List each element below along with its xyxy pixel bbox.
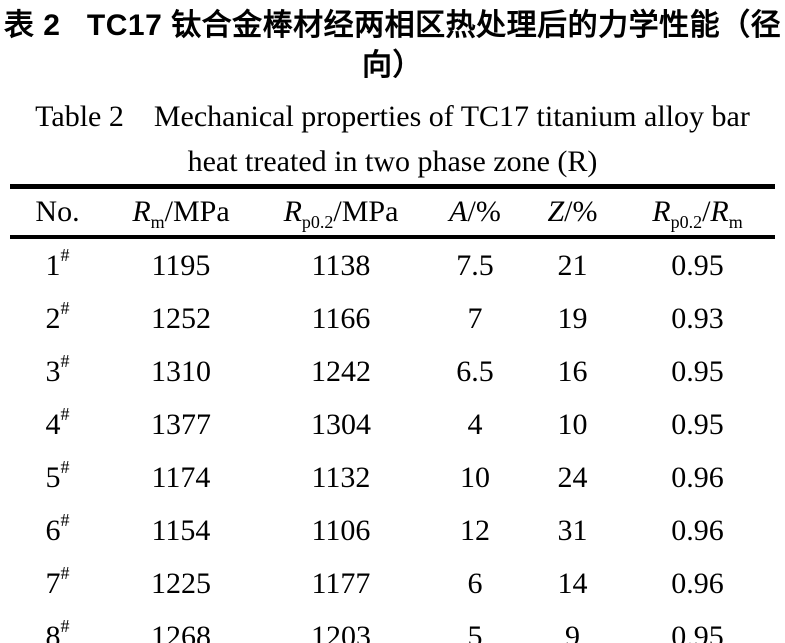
- cell-rm: 1268: [151, 619, 211, 643]
- hash-superscript: #: [60, 403, 70, 424]
- cell-rp02: 1304: [311, 407, 371, 441]
- col-header-rp02: Rp0.2/MPa: [257, 186, 425, 239]
- cell-rm: 1195: [151, 248, 211, 282]
- cell-a: 12: [460, 513, 490, 547]
- cell-z: 24: [557, 460, 588, 494]
- cell-sample-no: 6#: [45, 509, 70, 547]
- cell-z: 14: [557, 566, 588, 600]
- cell-ratio: 0.95: [671, 248, 724, 282]
- col-header-rm: Rm/MPa: [105, 186, 257, 239]
- table-row: 7# 1225 1177 6 14 0.96: [10, 557, 775, 610]
- cell-a: 7.5: [456, 248, 494, 282]
- table-caption-zh: 表 2 TC17 钛合金棒材经两相区热处理后的力学性能（径向）: [3, 9, 782, 82]
- cell-rp02: 1242: [311, 354, 371, 388]
- col-header-a: A/%: [425, 186, 525, 239]
- table-row: 3# 1310 1242 6.5 16 0.95: [10, 345, 775, 398]
- cell-ratio: 0.95: [671, 354, 724, 388]
- hash-superscript: #: [60, 456, 70, 477]
- cell-a: 6.5: [456, 354, 494, 388]
- cell-rp02: 1203: [311, 619, 371, 643]
- table-row: 6# 1154 1106 12 31 0.96: [10, 504, 775, 557]
- cell-rp02: 1138: [311, 248, 371, 282]
- cell-rm: 1154: [151, 513, 211, 547]
- table-row: 8# 1268 1203 5 9 0.95: [10, 610, 775, 643]
- hash-superscript: #: [60, 562, 70, 583]
- table-row: 4# 1377 1304 4 10 0.95: [10, 398, 775, 451]
- table-row: 5# 1174 1132 10 24 0.96: [10, 451, 775, 504]
- cell-sample-no: 7#: [45, 562, 70, 600]
- col-header-z: Z/%: [525, 186, 620, 239]
- cell-rm: 1252: [151, 301, 211, 335]
- cell-z: 16: [557, 354, 588, 388]
- table-row: 1# 1195 1138 7.5 21 0.95: [10, 237, 775, 292]
- col-header-ratio: Rp0.2/Rm: [620, 186, 775, 239]
- cell-sample-no: 1#: [45, 244, 70, 282]
- cell-sample-no: 5#: [45, 456, 70, 494]
- cell-rm: 1377: [151, 407, 211, 441]
- col-header-no: No.: [10, 186, 105, 239]
- cell-z: 9: [565, 619, 580, 643]
- cell-rp02: 1132: [311, 460, 371, 494]
- hash-superscript: #: [60, 350, 70, 371]
- paper-page: 表 2 TC17 钛合金棒材经两相区热处理后的力学性能（径向） Table 2 …: [0, 6, 785, 643]
- cell-rp02: 1166: [311, 301, 371, 335]
- cell-rp02: 1106: [311, 513, 371, 547]
- cell-z: 10: [557, 407, 588, 441]
- table-caption-en-line2: heat treated in two phase zone (R): [187, 145, 598, 178]
- table-caption-en-line1: Table 2 Mechanical properties of TC17 ti…: [35, 100, 750, 133]
- cell-sample-no: 3#: [45, 350, 70, 388]
- cell-z: 31: [557, 513, 588, 547]
- cell-ratio: 0.96: [671, 513, 724, 547]
- cell-ratio: 0.96: [671, 566, 724, 600]
- cell-sample-no: 4#: [45, 403, 70, 441]
- mechanical-properties-table: No. Rm/MPa Rp0.2/MPa A/% Z/% Rp0.2/Rm 1# 1195 1…: [10, 184, 775, 643]
- cell-a: 7: [467, 301, 483, 335]
- cell-z: 19: [557, 301, 588, 335]
- cell-ratio: 0.96: [671, 460, 724, 494]
- cell-a: 10: [460, 460, 490, 494]
- cell-sample-no: 8#: [45, 615, 70, 643]
- cell-rm: 1174: [151, 460, 211, 494]
- mechanical-properties-table-wrap: No. Rm/MPa Rp0.2/MPa A/% Z/% Rp0.2/Rm 1# 1195 1…: [10, 184, 775, 643]
- table-header-row: No. Rm/MPa Rp0.2/MPa A/% Z/% Rp0.2/Rm: [10, 186, 775, 239]
- table-row: 2# 1252 1166 7 19 0.93: [10, 292, 775, 345]
- hash-superscript: #: [60, 509, 70, 530]
- cell-a: 5: [467, 619, 483, 643]
- cell-rm: 1225: [151, 566, 211, 600]
- cell-ratio: 0.93: [671, 301, 724, 335]
- cell-z: 21: [557, 248, 588, 282]
- hash-superscript: #: [60, 244, 70, 265]
- cell-a: 4: [467, 407, 483, 441]
- cell-rp02: 1177: [311, 566, 371, 600]
- cell-sample-no: 2#: [45, 297, 70, 335]
- cell-a: 6: [467, 566, 483, 600]
- hash-superscript: #: [60, 297, 70, 318]
- hash-superscript: #: [60, 615, 70, 636]
- cell-ratio: 0.95: [671, 619, 724, 643]
- cell-ratio: 0.95: [671, 407, 724, 441]
- cell-rm: 1310: [151, 354, 211, 388]
